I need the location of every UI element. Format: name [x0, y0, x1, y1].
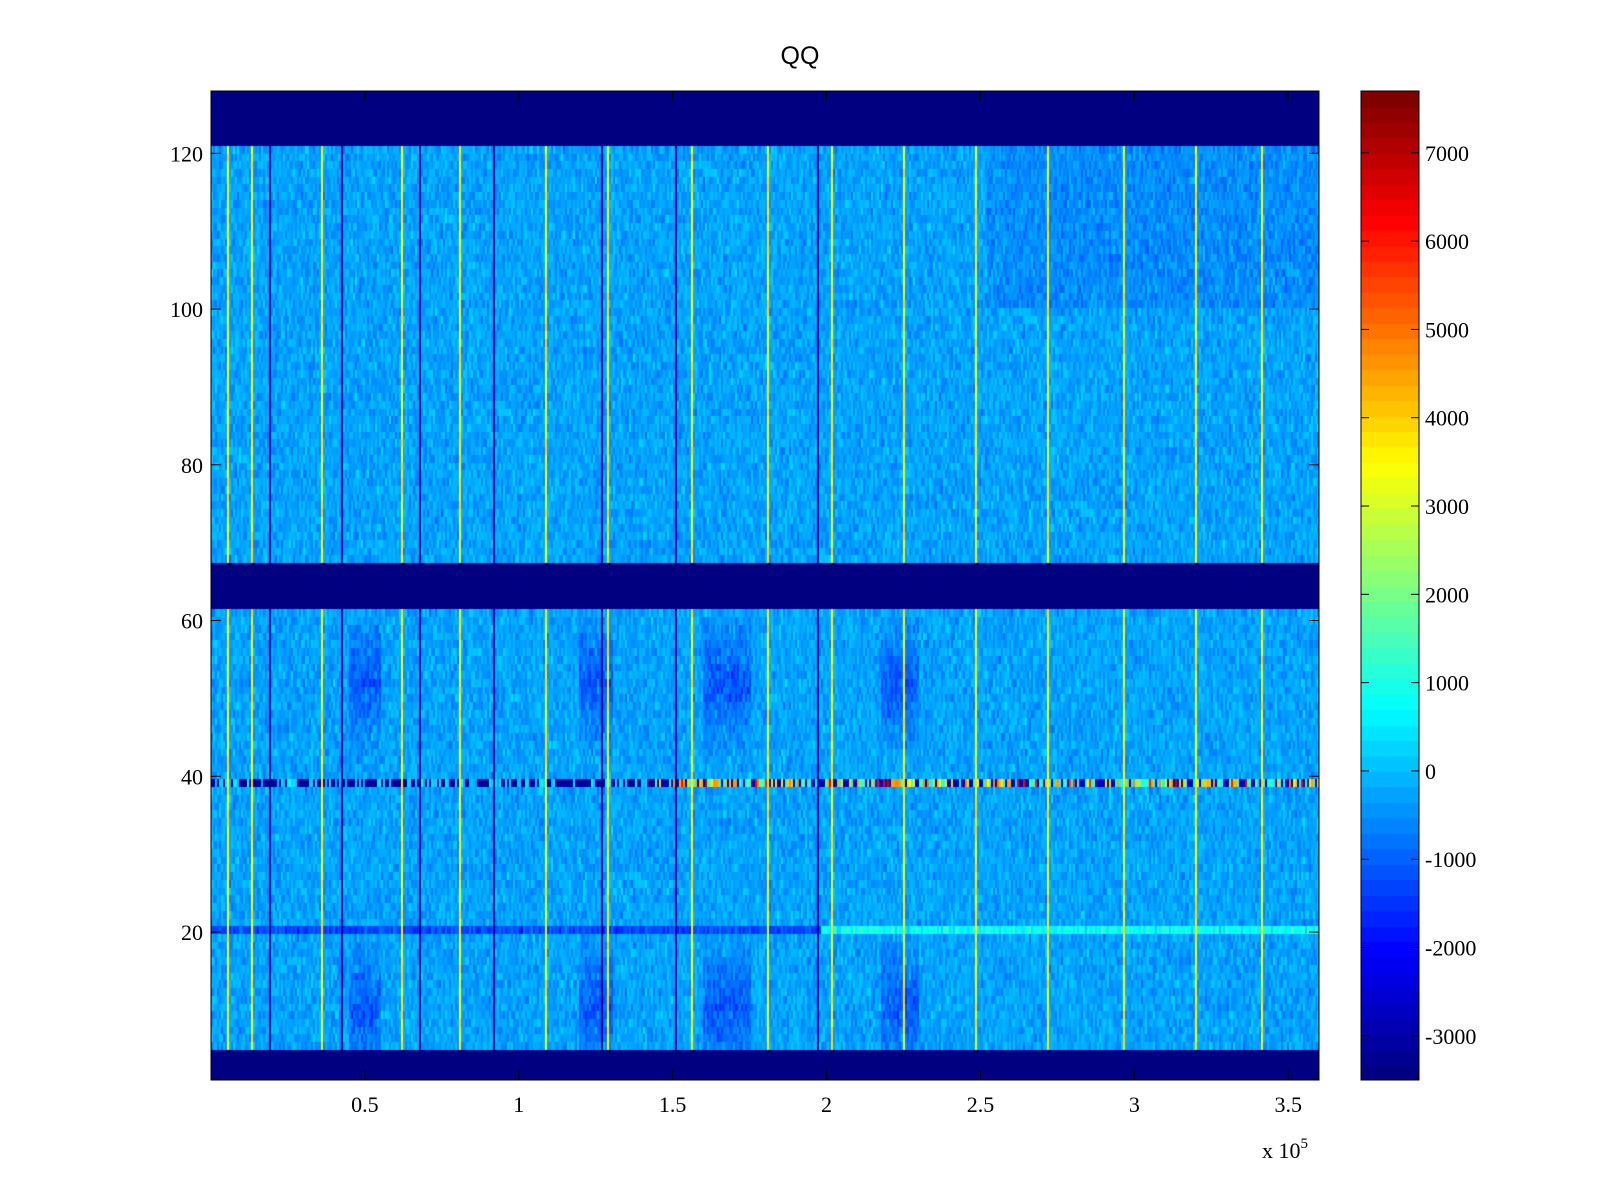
x-tick-label: 1	[513, 1092, 524, 1117]
axes-frame	[210, 90, 1420, 1081]
colorbar-border	[1360, 90, 1420, 1081]
x-axis: 0.5 1 1.5 2 2.5 3 3.5	[351, 91, 1302, 1117]
heatmap-plot-area	[211, 91, 1319, 1080]
y-axis: 20 40 60 80 100 120	[170, 141, 1319, 945]
colorbar-tick-label: 5000	[1425, 317, 1469, 342]
colorbar-tick-label: -1000	[1425, 847, 1476, 872]
chart-title: QQ	[780, 42, 820, 70]
y-tick-label: 40	[181, 764, 203, 789]
colorbar-tick-label: -2000	[1425, 936, 1476, 961]
x-tick-label: 1.5	[659, 1092, 687, 1117]
colorbar-tick-label: 1000	[1425, 671, 1469, 696]
y-tick-label: 80	[181, 453, 203, 478]
x-tick-label: 2.5	[967, 1092, 995, 1117]
y-tick-label: 120	[170, 141, 203, 166]
colorbar-tick-label: 6000	[1425, 229, 1469, 254]
x-tick-label: 2	[821, 1092, 832, 1117]
colorbar-tick-label: 7000	[1425, 141, 1469, 166]
x-axis-multiplier: x 105	[1262, 1136, 1308, 1163]
colorbar-tick-label: -3000	[1425, 1024, 1476, 1049]
colorbar-axis: -3000 -2000 -1000 0 1000 2000 3000 4000 5000 6000…	[1361, 141, 1476, 1049]
colorbar-tick-label: 4000	[1425, 406, 1469, 431]
y-tick-label: 60	[181, 609, 203, 634]
x-tick-label: 3	[1129, 1092, 1140, 1117]
plot-border	[210, 90, 1320, 1081]
y-tick-label: 100	[170, 297, 203, 322]
colorbar-tick-label: 0	[1425, 759, 1436, 784]
x-tick-label: 0.5	[351, 1092, 379, 1117]
colorbar-tick-label: 2000	[1425, 582, 1469, 607]
x-tick-label: 3.5	[1274, 1092, 1302, 1117]
colorbar-tick-label: 3000	[1425, 494, 1469, 519]
y-tick-label: 20	[181, 920, 203, 945]
colorbar	[1361, 91, 1419, 1080]
